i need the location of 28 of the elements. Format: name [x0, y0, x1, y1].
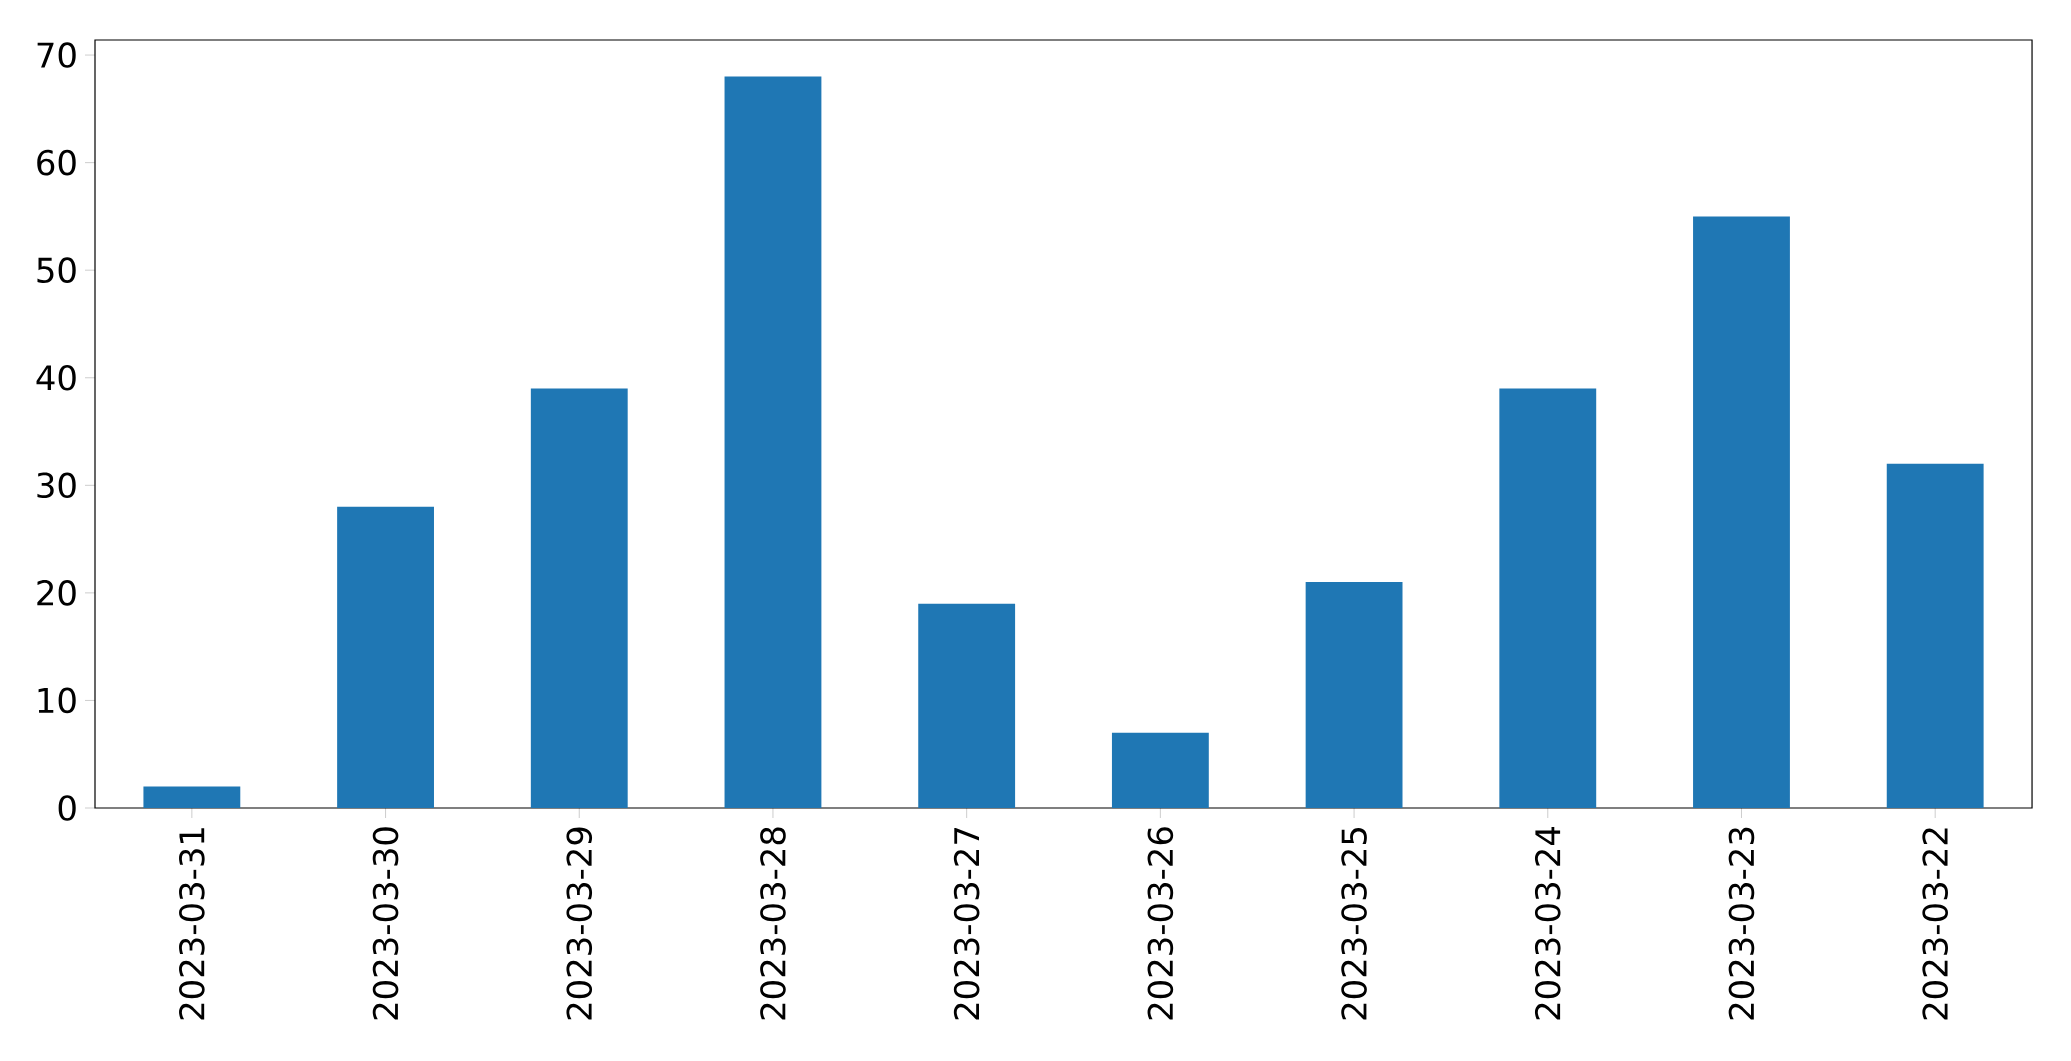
y-tick-label: 30	[37, 472, 76, 499]
x-tick-label: 2023-03-31	[179, 828, 205, 1020]
x-tick-label: 2023-03-23	[1728, 827, 1755, 1020]
y-tick-label: 40	[36, 364, 76, 391]
x-tick-label: 2023-03-26	[1147, 827, 1174, 1020]
y-tick-label: 10	[38, 687, 76, 714]
x-tick-label: 2023-03-25	[1341, 828, 1367, 1020]
x-tick-label: 2023-03-22	[1922, 828, 1948, 1020]
bar	[1111, 732, 1209, 808]
bar	[724, 76, 822, 808]
x-tick-label: 2023-03-30	[372, 827, 399, 1020]
bar	[1499, 388, 1597, 808]
x-tick-label: 2023-03-29	[566, 827, 593, 1020]
y-tick-label: 0	[58, 795, 76, 821]
x-tick-label: 2023-03-28	[760, 827, 786, 1020]
y-tick-label: 70	[37, 42, 76, 68]
y-tick-label: 50	[37, 257, 76, 283]
y-tick-label: 20	[37, 580, 76, 606]
bar	[143, 786, 241, 808]
bar	[1693, 216, 1790, 808]
bar	[337, 506, 434, 808]
x-tick-label: 2023-03-24	[1534, 826, 1561, 1020]
bar	[918, 603, 1016, 808]
y-tick-label: 60	[37, 149, 76, 176]
bar	[1305, 582, 1403, 808]
x-tick-label: 2023-03-27	[953, 827, 980, 1020]
bar	[530, 388, 628, 808]
bar	[1886, 463, 1984, 808]
